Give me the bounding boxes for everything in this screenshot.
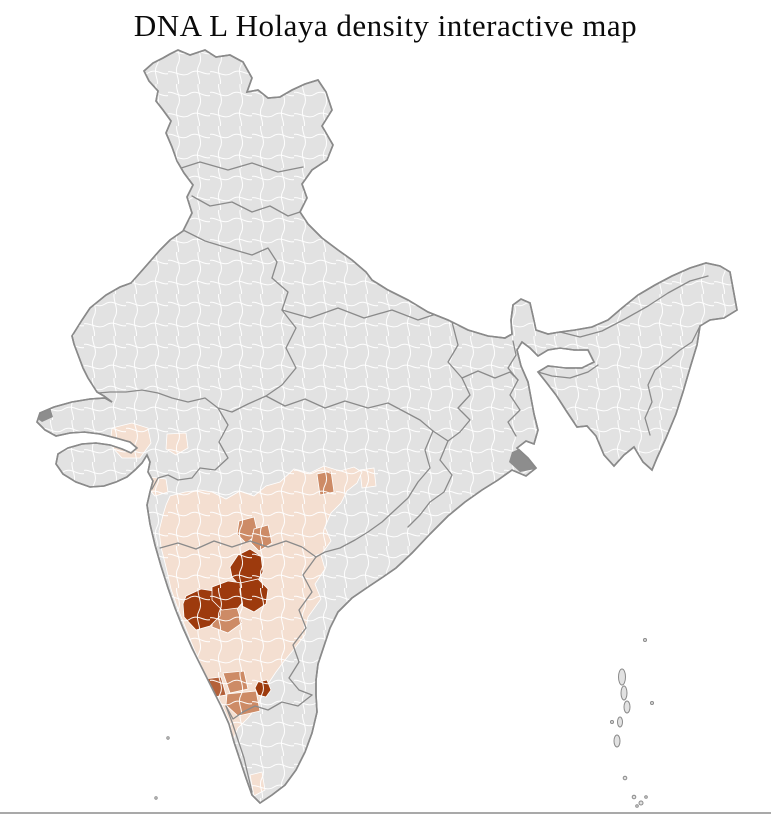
map-title: DNA L Holaya density interactive map — [133, 8, 638, 43]
andaman-nicobar-islands — [610, 638, 654, 808]
bottom-divider — [0, 812, 771, 814]
lakshadweep-islands — [154, 736, 170, 800]
